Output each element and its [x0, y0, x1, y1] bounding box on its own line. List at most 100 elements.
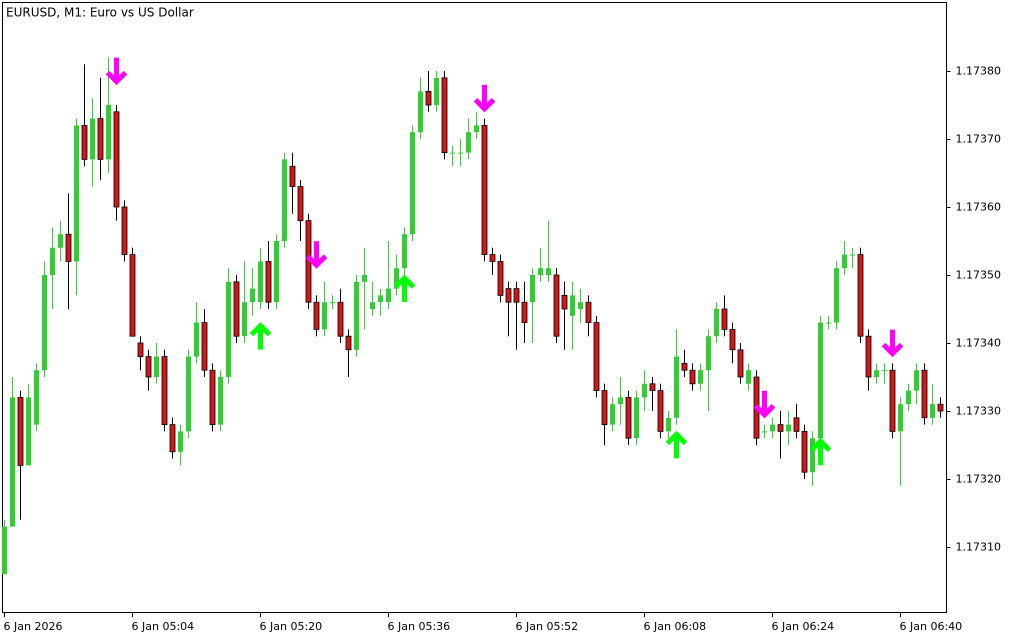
candle-body-up [218, 377, 223, 425]
x-tick-label: 6 Jan 06:40 [900, 620, 963, 633]
candle-body-up [762, 431, 767, 433]
candle-body-up [466, 132, 471, 153]
y-tick-label: 1.17350 [956, 269, 1002, 282]
x-tick-label: 6 Jan 2026 [4, 620, 63, 633]
candle-body-down [937, 403, 944, 412]
candle-body-down [921, 369, 928, 419]
candle-body-up [930, 404, 935, 418]
candle-body-up [818, 322, 823, 439]
candle-body-down [865, 335, 872, 378]
candle-body-up [410, 132, 415, 235]
candle-body-up [714, 309, 719, 337]
candle-body-down [425, 91, 432, 106]
candle-body-up [578, 302, 583, 309]
candle-body-up [610, 404, 615, 425]
candle-body-up [842, 254, 847, 269]
y-tick-label: 1.17360 [956, 201, 1002, 214]
candle-body-up [154, 356, 159, 377]
candle-body-down [337, 301, 344, 337]
candle-body-up [538, 268, 543, 275]
candle-body-up [26, 397, 31, 466]
candle-body-up [378, 295, 383, 303]
candle-body-down [81, 125, 88, 160]
candle-body-up [242, 302, 247, 337]
x-tick-label: 6 Jan 05:36 [388, 620, 451, 633]
candle-body-down [889, 369, 896, 432]
candle-body-up [474, 125, 479, 133]
x-tick-label: 6 Jan 06:24 [772, 620, 835, 633]
up-arrow [809, 437, 832, 466]
down-arrow [105, 57, 128, 86]
candle-body-down [129, 254, 136, 337]
candle-body-down [657, 390, 664, 432]
candle-body-up [874, 370, 879, 377]
up-arrow [665, 430, 688, 459]
candle-body-up [898, 404, 903, 432]
candle-body-down [265, 260, 272, 303]
candle-body-down [97, 118, 104, 160]
candle-body-up [274, 241, 279, 303]
y-tick-label: 1.17340 [956, 337, 1002, 350]
candle-body-up [250, 288, 255, 303]
candle-body-up [178, 431, 183, 452]
candle-body-down [209, 369, 216, 426]
candle-body-down [729, 328, 736, 351]
candle-body-down [489, 254, 496, 262]
candle-body-up [386, 288, 391, 303]
candle-body-down [345, 335, 352, 351]
chart-title: EURUSD, M1: Euro vs US Dollar [6, 6, 194, 20]
candle-body-up [90, 118, 95, 160]
candle-body-down [625, 396, 632, 439]
candle-body-down [113, 111, 120, 208]
candle-body-up [418, 91, 423, 133]
candle-body-down [561, 294, 568, 310]
x-tick-label: 6 Jan 06:08 [644, 620, 707, 633]
candle-body-up [882, 370, 887, 372]
candle-body-up [282, 159, 287, 241]
candle-body-down [777, 424, 784, 432]
candle-body-down [481, 125, 488, 255]
candle-body-up [674, 356, 679, 418]
candle-body-down [289, 165, 296, 187]
candle-body-down [145, 356, 152, 378]
candle-body-down [793, 417, 800, 432]
y-tick-label: 1.17310 [956, 541, 1002, 554]
up-arrow [393, 274, 416, 302]
x-tick-label: 6 Jan 05:52 [516, 620, 579, 633]
candle-body-up [330, 302, 335, 304]
candle-body-down [681, 362, 688, 371]
candle-body-up [58, 234, 63, 248]
candle-body-up [2, 526, 7, 575]
candle-body-up [434, 77, 439, 105]
candle-body-up [186, 356, 191, 432]
candle-body-down [585, 301, 592, 324]
y-tick-label: 1.17370 [956, 133, 1002, 146]
candle-body-down [505, 288, 512, 303]
y-tick-label: 1.17380 [956, 65, 1002, 78]
candle-body-down [137, 342, 144, 357]
plot-frame [2, 2, 947, 613]
candle-body-up [10, 397, 15, 527]
candle-body-up [362, 275, 367, 282]
candle-body-up [106, 105, 111, 160]
y-tick-label: 1.17330 [956, 405, 1002, 418]
down-arrow [473, 84, 496, 113]
candle-body-down [737, 349, 744, 378]
candle-body-up [458, 152, 463, 154]
y-tick-label: 1.17320 [956, 473, 1002, 486]
candle-body-down [689, 369, 696, 385]
candle-body-down [513, 288, 520, 303]
candle-body-down [593, 322, 600, 392]
candle-body-down [121, 206, 128, 255]
candle-body-up [706, 336, 711, 371]
candle-body-down [521, 301, 528, 324]
candle-body-down [233, 281, 240, 337]
candle-body-up [770, 424, 775, 432]
up-arrow [249, 322, 272, 350]
candle-body-up [546, 268, 551, 275]
x-tick-label: 6 Jan 05:04 [132, 620, 195, 633]
candle-body-up [322, 302, 327, 330]
candle-body-up [42, 275, 47, 371]
candle-body-up [826, 322, 831, 324]
candle-body-up [570, 295, 575, 316]
